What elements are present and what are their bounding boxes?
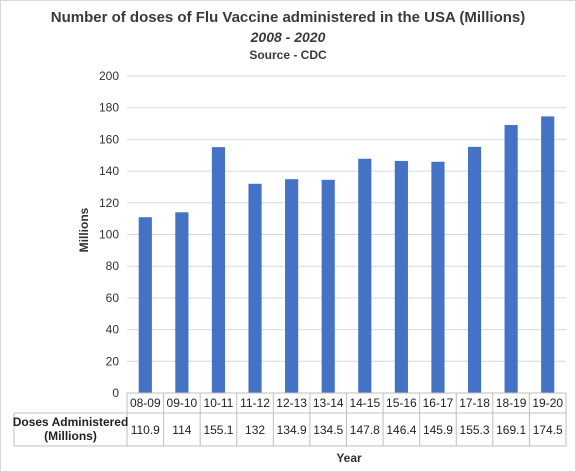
y-tick-label: 200 xyxy=(99,69,119,83)
bar-13-14 xyxy=(321,179,335,393)
y-tick-label: 20 xyxy=(106,354,120,368)
bar-18-19 xyxy=(504,124,518,393)
x-tick-label: 15-16 xyxy=(386,396,417,410)
x-tick-label: 19-20 xyxy=(532,396,563,410)
x-tick-label: 09-10 xyxy=(167,396,198,410)
bar-16-17 xyxy=(431,161,445,393)
data-label: 146.4 xyxy=(386,423,416,437)
series-name-line: (Millions) xyxy=(44,429,97,443)
data-label: 169.1 xyxy=(496,423,526,437)
bar-11-12 xyxy=(248,183,262,393)
data-label: 110.9 xyxy=(131,423,160,437)
chart-title: Number of doses of Flu Vaccine administe… xyxy=(50,9,526,26)
y-axis-title: Millions xyxy=(77,207,91,252)
bars xyxy=(138,116,555,393)
bar-10-11 xyxy=(211,147,226,393)
bar-19-20 xyxy=(541,116,555,393)
data-label: 134.5 xyxy=(313,423,343,437)
y-tick-label: 40 xyxy=(106,323,120,337)
bar-14-15 xyxy=(358,158,372,393)
x-tick-label: 16-17 xyxy=(423,396,454,410)
gridlines xyxy=(127,75,566,362)
x-axis-title: Year xyxy=(336,451,362,465)
x-tick-label: 17-18 xyxy=(459,396,490,410)
y-tick-label: 100 xyxy=(99,228,119,242)
y-tick-label: 160 xyxy=(99,132,119,146)
bar-08-09 xyxy=(138,217,152,393)
series-name-line: Doses Administered xyxy=(13,415,129,429)
data-label: 155.1 xyxy=(203,423,233,437)
x-tick-label: 13-14 xyxy=(313,396,344,410)
data-table: 08-09 110.9 09-10 114 10-11 155.1 11-12 132 12-1… xyxy=(13,392,567,447)
y-axis-ticks: 0 20 40 60 80 100 120 140 160 180 200 xyxy=(99,69,119,400)
data-label: 147.8 xyxy=(350,423,380,437)
data-label: 114 xyxy=(172,423,191,437)
x-tick-label: 11-12 xyxy=(240,396,270,410)
data-label: 174.5 xyxy=(533,423,563,437)
chart-subtitle: 2008 - 2020 xyxy=(250,29,326,45)
x-tick-label: 12-13 xyxy=(276,396,307,410)
y-tick-label: 120 xyxy=(99,196,119,210)
y-tick-label: 140 xyxy=(99,164,119,178)
bar-12-13 xyxy=(285,179,299,393)
x-tick-label: 08-09 xyxy=(130,396,161,410)
data-label: 145.9 xyxy=(423,423,453,437)
data-label: 155.3 xyxy=(460,423,490,437)
x-tick-label: 10-11 xyxy=(204,396,234,410)
y-tick-label: 80 xyxy=(106,259,120,273)
chart-source: Source - CDC xyxy=(249,48,327,62)
y-tick-label: 180 xyxy=(99,101,119,115)
data-label: 132 xyxy=(245,423,265,437)
x-tick-label: 18-19 xyxy=(496,396,527,410)
bar-17-18 xyxy=(467,146,482,393)
data-label: 134.9 xyxy=(277,423,307,437)
y-tick-label: 0 xyxy=(112,386,119,400)
bar-09-10 xyxy=(175,212,189,393)
x-tick-label: 14-15 xyxy=(349,396,380,410)
bar-15-16 xyxy=(394,160,408,393)
y-tick-label: 60 xyxy=(106,291,120,305)
